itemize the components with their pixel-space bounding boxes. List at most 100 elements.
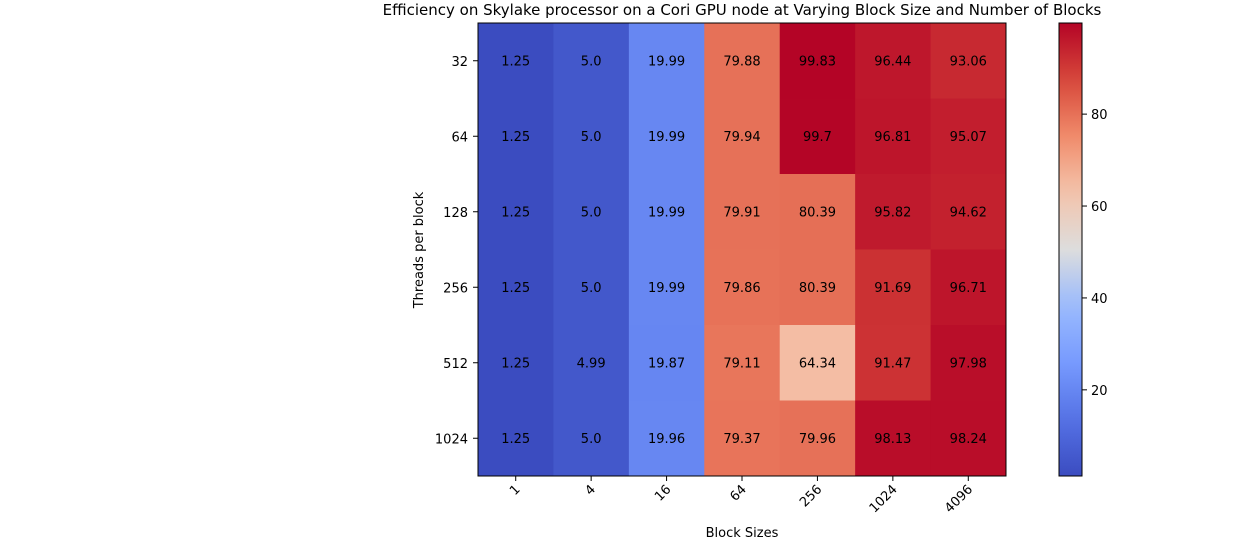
heatmap-cell [930, 400, 1007, 477]
colorbar-tick-label: 40 [1091, 292, 1108, 307]
x-tick-label: 64 [728, 482, 750, 504]
cell-value-label: 80.39 [799, 205, 836, 220]
cell-value-label: 1.25 [501, 432, 530, 447]
y-axis-ticks: 32 64 128 256 512 1024 [435, 55, 478, 447]
heatmap-cell [628, 325, 705, 401]
colorbar-tick-label: 20 [1091, 384, 1108, 399]
cell-value-label: 96.44 [874, 54, 911, 69]
y-tick-label: 32 [451, 55, 468, 70]
colorbar-ticks: 20 40 60 80 [1082, 108, 1108, 399]
x-tick-label: 16 [652, 482, 674, 504]
heatmap-cell [478, 174, 554, 250]
cell-value-label: 96.81 [874, 130, 911, 145]
heatmap-cell [855, 174, 932, 250]
heatmap-cell [553, 23, 630, 99]
colorbar [1058, 22, 1083, 477]
cell-value-label: 19.99 [648, 205, 685, 220]
x-tick-label: 1024 [867, 482, 901, 516]
heatmap-cell [553, 98, 630, 175]
heatmap-cell [779, 249, 856, 326]
cell-value-label: 91.47 [874, 356, 911, 371]
heatmap-cell [704, 400, 781, 477]
heatmap-cell [628, 23, 705, 99]
cell-value-label: 64.34 [799, 356, 836, 371]
x-tick-label: 256 [797, 482, 825, 510]
cell-value-label: 5.0 [581, 281, 602, 296]
cell-value-label: 79.94 [723, 130, 760, 145]
cell-value-label: 80.39 [799, 281, 836, 296]
cell-value-label: 1.25 [501, 356, 530, 371]
heatmap-cell [930, 249, 1007, 326]
heatmap-cell [704, 325, 781, 401]
heatmap-cell [704, 174, 781, 250]
cell-value-label: 1.25 [501, 130, 530, 145]
heatmap-cell [553, 325, 630, 401]
cell-value-label: 79.86 [723, 281, 760, 296]
cell-value-label: 79.96 [799, 432, 836, 447]
cell-value-label: 99.83 [799, 54, 836, 69]
heatmap-cell [478, 325, 554, 401]
heatmap-cell-labels: 1.25 5.0 19.99 79.88 99.83 96.44 93.06 1.25 5.0 1… [501, 54, 987, 447]
x-axis-label: Block Sizes [706, 526, 779, 541]
cell-value-label: 98.24 [950, 432, 987, 447]
heatmap-cell [478, 98, 554, 175]
heatmap-cell [553, 249, 630, 326]
heatmap-cell [704, 249, 781, 326]
cell-value-label: 19.99 [648, 54, 685, 69]
cell-value-label: 5.0 [581, 205, 602, 220]
cell-value-label: 19.96 [648, 432, 685, 447]
x-tick-label: 4 [583, 482, 599, 498]
colorbar-tick-label: 80 [1091, 108, 1108, 123]
heatmap-cell [478, 400, 554, 477]
heatmap-cell [779, 23, 856, 99]
cell-value-label: 1.25 [501, 281, 530, 296]
x-tick-label: 1 [507, 482, 523, 498]
cell-value-label: 97.98 [950, 356, 987, 371]
x-tick-label: 4096 [942, 482, 976, 516]
heatmap-cell [855, 23, 932, 99]
cell-value-label: 19.99 [648, 281, 685, 296]
cell-value-label: 99.7 [803, 130, 832, 145]
heatmap-cell [628, 400, 705, 477]
cell-value-label: 79.11 [723, 356, 760, 371]
cell-value-label: 5.0 [581, 54, 602, 69]
heatmap-cell [855, 400, 932, 477]
cell-value-label: 5.0 [581, 130, 602, 145]
heatmap-cell [779, 325, 856, 401]
heatmap-cell [855, 98, 932, 175]
y-tick-label: 64 [451, 130, 468, 145]
y-tick-label: 128 [443, 206, 468, 221]
heatmap-cells [478, 23, 1007, 477]
cell-value-label: 96.71 [950, 281, 987, 296]
cell-value-label: 79.88 [723, 54, 760, 69]
y-tick-label: 1024 [435, 432, 468, 447]
heatmap-cell [779, 174, 856, 250]
heatmap-cell [855, 325, 932, 401]
cell-value-label: 93.06 [950, 54, 987, 69]
cell-value-label: 79.91 [723, 205, 760, 220]
chart-title: Efficiency on Skylake processor on a Cor… [383, 1, 1102, 19]
heatmap-cell [930, 325, 1007, 401]
heatmap-cell [553, 400, 630, 477]
cell-value-label: 19.99 [648, 130, 685, 145]
y-tick-label: 256 [443, 281, 468, 296]
heatmap-cell [478, 23, 554, 99]
cell-value-label: 5.0 [581, 432, 602, 447]
y-tick-label: 512 [443, 357, 468, 372]
y-axis-label: Threads per block [412, 191, 427, 309]
heatmap-cell [478, 249, 554, 326]
heatmap-cell [779, 98, 856, 175]
cell-value-label: 98.13 [874, 432, 911, 447]
cell-value-label: 94.62 [950, 205, 987, 220]
cell-value-label: 95.07 [950, 130, 987, 145]
heatmap-cell [628, 98, 705, 175]
cell-value-label: 4.99 [577, 356, 606, 371]
heatmap-cell [628, 174, 705, 250]
heatmap-cell [930, 98, 1007, 175]
heatmap-cell [930, 174, 1007, 250]
heatmap-cell [553, 174, 630, 250]
cell-value-label: 1.25 [501, 54, 530, 69]
heatmap-cell [704, 23, 781, 99]
heatmap-cell [930, 23, 1007, 99]
